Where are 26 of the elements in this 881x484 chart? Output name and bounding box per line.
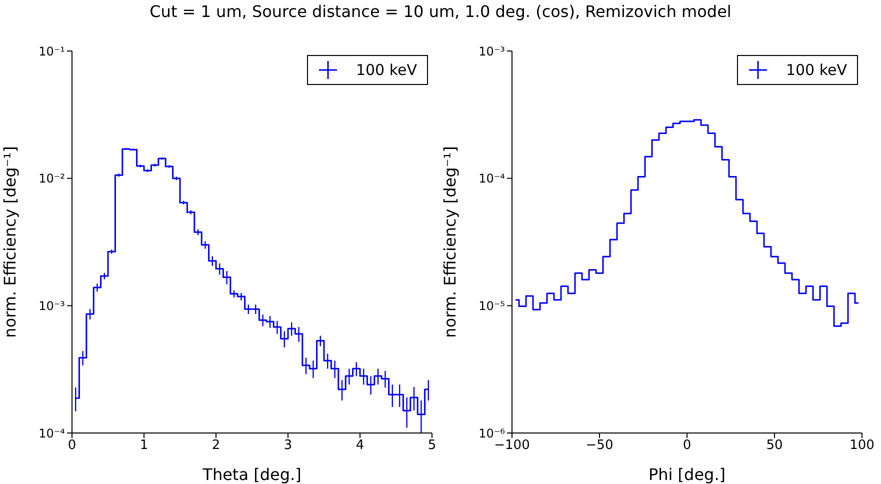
- x-tick-label: −50: [586, 438, 614, 454]
- x-tick-label: 50: [766, 438, 783, 454]
- y-tick-label: 10⁻³: [38, 298, 66, 313]
- y-tick-label: 10⁻⁵: [478, 298, 506, 313]
- x-axis-title: Phi [deg.]: [648, 465, 726, 484]
- y-axis-title: norm. Efficiency [deg⁻¹]: [440, 146, 460, 338]
- x-tick-label: 0: [68, 438, 76, 454]
- y-tick-label: 10⁻¹: [38, 44, 66, 58]
- legend-label: 100 keV: [786, 61, 847, 79]
- y-tick-label: 10⁻³: [478, 44, 506, 58]
- y-axis-title: norm. Efficiency [deg⁻¹]: [0, 146, 20, 338]
- x-tick-label: 5: [428, 438, 436, 454]
- x-tick-label: 0: [682, 438, 692, 454]
- x-tick-label: 1: [140, 438, 148, 454]
- legend-label: 100 keV: [356, 61, 417, 79]
- chart-title: Cut = 1 um, Source distance = 10 um, 1.0 deg. (cos), Remizovich model: [148, 2, 732, 21]
- y-tick-label: 10⁻⁴: [478, 172, 506, 186]
- x-tick-label: 3: [284, 438, 292, 454]
- x-tick-label: −100: [494, 438, 530, 454]
- y-tick-label: 10⁻⁴: [38, 426, 66, 440]
- x-tick-label: 4: [356, 438, 364, 454]
- x-tick-label: 100: [850, 438, 874, 454]
- x-tick-label: 2: [212, 438, 220, 454]
- x-axis-title: Theta [deg.]: [202, 465, 302, 484]
- y-tick-label: 10⁻⁶: [478, 426, 506, 440]
- y-tick-label: 10⁻²: [38, 172, 66, 186]
